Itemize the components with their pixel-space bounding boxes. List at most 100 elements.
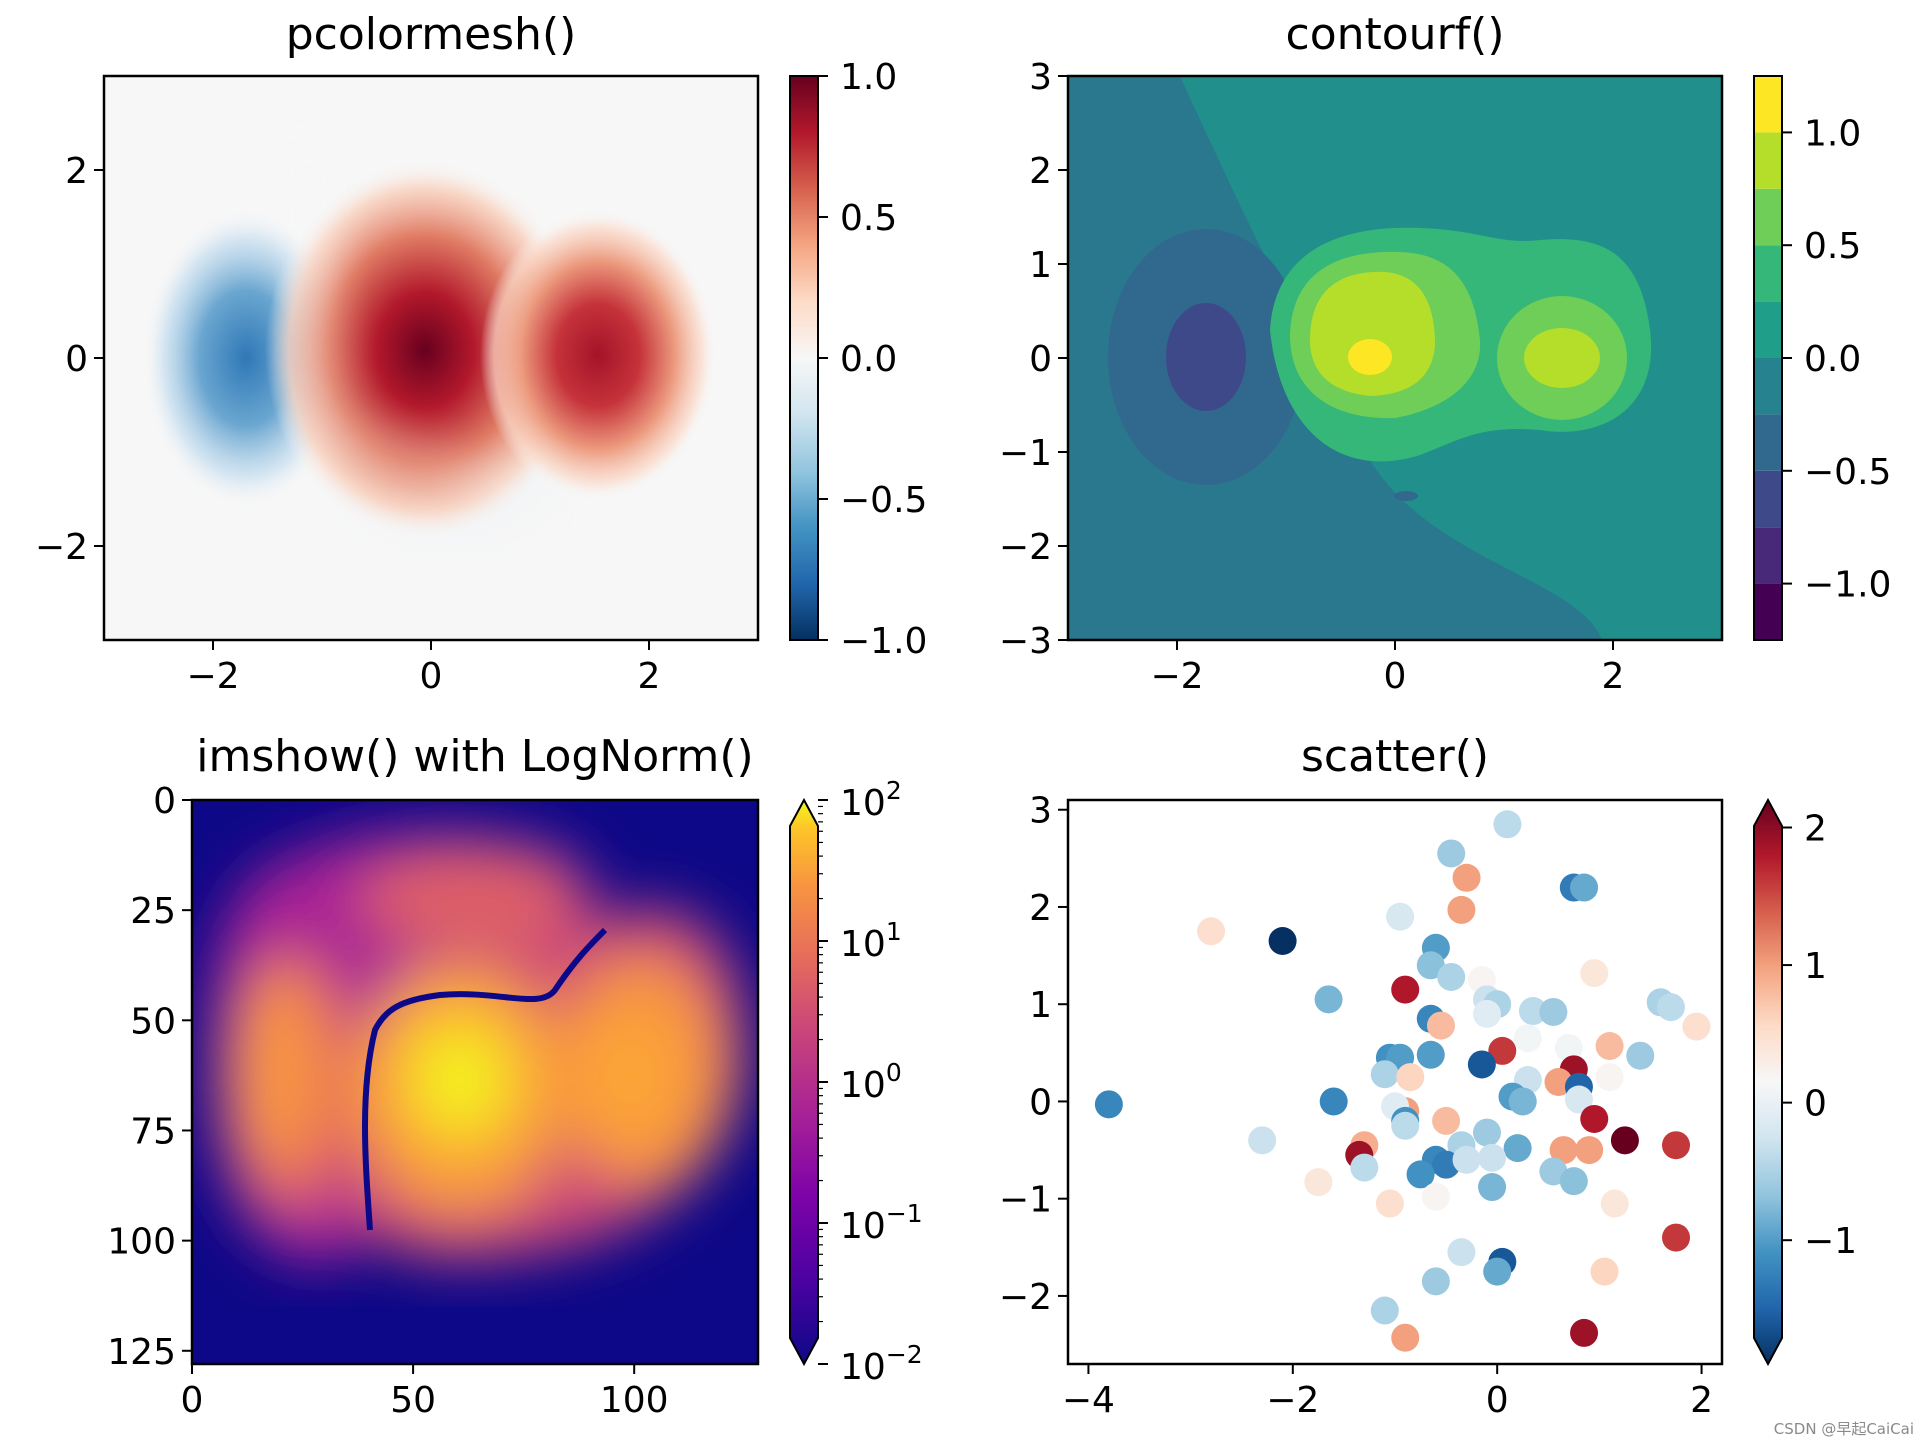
colorbar-tick-label: −1.0 (840, 621, 927, 662)
scatter-point (1350, 1153, 1379, 1182)
scatter-point (1508, 1087, 1537, 1116)
colorbar (1754, 76, 1782, 640)
colorbar-tick-label: 1 (1804, 946, 1827, 987)
colorbar-ticks: 102 101 100 10−1 10−2 (818, 776, 923, 1388)
scatter-point (1421, 1182, 1450, 1211)
colorbar-tick-label: −0.5 (840, 480, 927, 521)
x-tick-label: −4 (1062, 1380, 1115, 1421)
axes-frame (190, 798, 760, 1366)
colorbar-ticks: 1.0 0.5 0.0 −0.5 −1.0 (1782, 113, 1891, 606)
scatter-point (1391, 1323, 1420, 1352)
colorbar-tick-label: 10−2 (840, 1340, 923, 1388)
scatter-point (1447, 1238, 1476, 1267)
scatter-point (1503, 1134, 1532, 1163)
y-tick-label: −1 (999, 1180, 1052, 1221)
colorbar-ticks: 1.0 0.5 0.0 −0.5 −1.0 (818, 57, 927, 662)
y-tick-label: −2 (999, 527, 1052, 568)
y-tick-label: −3 (999, 621, 1052, 662)
watermark: CSDN @早起CaiCai (1774, 1420, 1914, 1438)
scatter-point (1416, 1040, 1445, 1069)
scatter-point (1559, 1167, 1588, 1196)
colorbar (1753, 797, 1783, 1367)
scatter-point (1375, 1189, 1404, 1218)
colorbar-level-band (1754, 301, 1782, 358)
colorbar-level-band (1754, 470, 1782, 528)
scatter-point (1452, 863, 1481, 892)
y-tick-label: 125 (107, 1332, 176, 1373)
y-tick-label: 100 (107, 1222, 176, 1263)
scatter-point (1421, 1267, 1450, 1296)
scatter-point (1595, 1063, 1624, 1092)
axis-ticks: −4 −2 0 2 3 2 1 0 −1 −2 (999, 791, 1713, 1421)
scatter-point (1452, 1145, 1481, 1174)
scatter-point (1564, 1085, 1593, 1114)
colorbar-tick-label: 10−1 (840, 1199, 923, 1247)
colorbar-level-band (1754, 358, 1782, 415)
scatter-point (1493, 810, 1522, 839)
colorbar-tick-label: 0.0 (1804, 339, 1861, 380)
colorbar (789, 797, 819, 1367)
scatter-point (1426, 1011, 1455, 1040)
scatter-point (1549, 1136, 1578, 1165)
colorbar-tick-label: 100 (840, 1058, 902, 1106)
y-tick-label: 25 (130, 891, 176, 932)
x-tick-label: 0 (1384, 656, 1407, 697)
scatter-point (1406, 1160, 1435, 1189)
axis-ticks: −2 0 2 3 2 1 0 −1 −2 −3 (999, 57, 1625, 697)
scatter-point (1319, 1087, 1348, 1116)
scatter-point (1513, 1024, 1542, 1053)
x-tick-label: 0 (1486, 1380, 1509, 1421)
scatter-point (1447, 895, 1476, 924)
contourf-image (1068, 76, 1722, 640)
scatter-point (1386, 902, 1415, 931)
x-tick-label: 2 (1602, 656, 1625, 697)
scatter-point (1626, 1041, 1655, 1070)
y-tick-label: 3 (1029, 791, 1052, 832)
scatter-point (1590, 1257, 1619, 1286)
scatter-point (1518, 997, 1547, 1026)
scatter-point (1575, 1136, 1604, 1165)
x-tick-label: 0 (181, 1380, 204, 1421)
scatter-point (1478, 1143, 1507, 1172)
scatter-point (1248, 1126, 1277, 1155)
colorbar-level-band (1754, 583, 1782, 640)
y-tick-label: 1 (1029, 985, 1052, 1026)
scatter-point (1478, 1173, 1507, 1202)
scatter-point (1580, 959, 1609, 988)
y-tick-label: −1 (999, 433, 1052, 474)
scatter-point (1600, 1189, 1629, 1218)
y-tick-label: 0 (1029, 1082, 1052, 1123)
x-tick-label: 2 (638, 656, 661, 697)
y-tick-label: 0 (65, 339, 88, 380)
scatter-point (1656, 993, 1685, 1022)
scatter-point (1432, 1106, 1461, 1135)
y-tick-label: 2 (1029, 888, 1052, 929)
scatter-point (1570, 873, 1599, 902)
y-tick-label: 0 (1029, 339, 1052, 380)
scatter-point (1610, 1126, 1639, 1155)
colorbar-tick-label: 1.0 (1804, 113, 1861, 154)
colorbar-level-band (1754, 188, 1782, 246)
x-tick-label: 2 (1690, 1380, 1713, 1421)
colorbar-tick-label: 101 (840, 917, 902, 965)
scatter-point (1682, 1012, 1711, 1041)
colorbar-tick-label: 0.0 (840, 339, 897, 380)
colorbar-level-band (1754, 527, 1782, 584)
colorbar-level-band (1754, 414, 1782, 471)
panel-contourf: contourf() −2 0 2 3 2 1 0 −1 −2 −3 1.0 0.5 0.0 −0.5 −… (999, 9, 1892, 697)
x-tick-label: −2 (186, 656, 239, 697)
colorbar-ticks: 2 1 0 −1 (1782, 809, 1857, 1262)
scatter-point (1472, 999, 1501, 1028)
y-tick-label: 2 (1029, 151, 1052, 192)
colorbar-level-band (1754, 132, 1782, 189)
scatter-point (1483, 1257, 1512, 1286)
colorbar-tick-label: 102 (840, 776, 902, 824)
scatter-point (1370, 1060, 1399, 1089)
scatter-point (1472, 1118, 1501, 1147)
x-tick-label: −2 (1150, 656, 1203, 697)
scatter-point (1539, 997, 1568, 1026)
x-tick-label: −2 (1266, 1380, 1319, 1421)
axis-ticks: −2 0 2 −2 0 2 (35, 151, 661, 697)
title-imshow: imshow() with LogNorm() (196, 731, 753, 782)
